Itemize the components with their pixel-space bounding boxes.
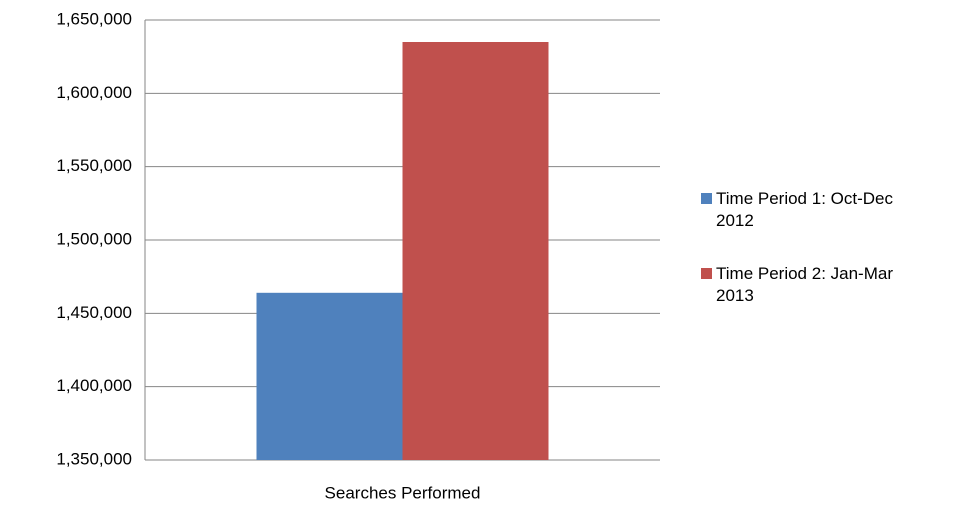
legend-swatch bbox=[701, 268, 712, 279]
legend-label: Time Period 1: Oct-Dec 2012 bbox=[716, 189, 893, 230]
x-tick-label: Searches Performed bbox=[325, 483, 481, 502]
legend-item: Time Period 1: Oct-Dec 2012 bbox=[701, 188, 941, 232]
legend-item: Time Period 2: Jan-Mar 2013 bbox=[701, 263, 941, 307]
y-tick-label: 1,450,000 bbox=[56, 303, 132, 322]
y-tick-label: 1,350,000 bbox=[56, 449, 132, 468]
y-tick-label: 1,550,000 bbox=[56, 156, 132, 175]
bar bbox=[256, 292, 403, 460]
legend-swatch bbox=[701, 193, 712, 204]
y-tick-label: 1,650,000 bbox=[56, 9, 132, 28]
bar bbox=[402, 42, 549, 460]
y-tick-label: 1,500,000 bbox=[56, 229, 132, 248]
y-tick-label: 1,600,000 bbox=[56, 83, 132, 102]
y-tick-label: 1,400,000 bbox=[56, 376, 132, 395]
legend-label: Time Period 2: Jan-Mar 2013 bbox=[716, 264, 893, 305]
